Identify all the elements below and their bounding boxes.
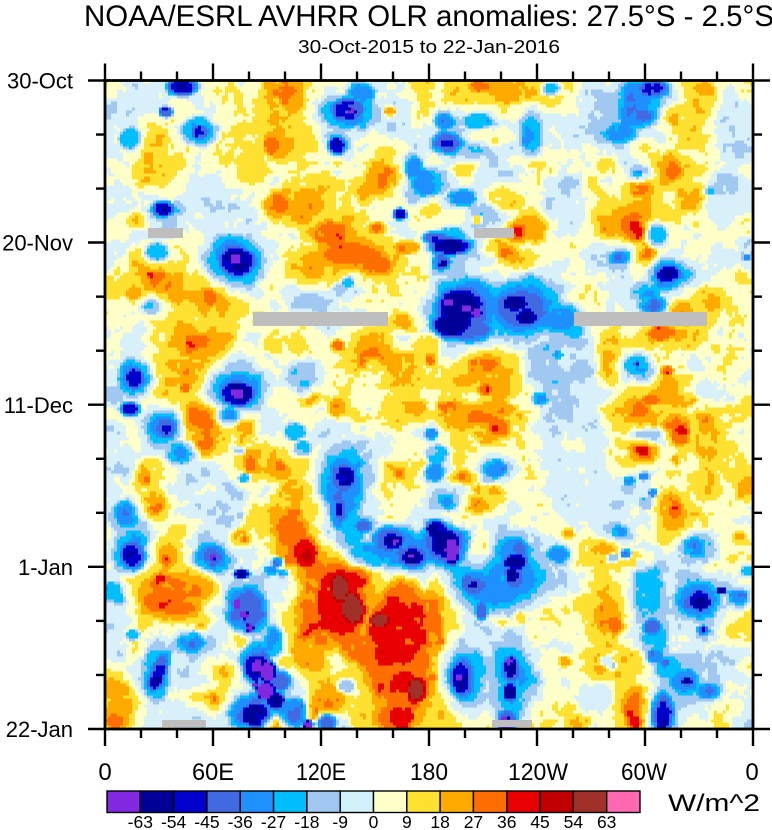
svg-text:180: 180 [410,759,448,786]
svg-text:120W: 120W [508,759,568,786]
svg-text:-63: -63 [128,812,153,830]
svg-text:9: 9 [402,812,412,830]
svg-text:-54: -54 [161,812,187,830]
svg-text:60W: 60W [621,759,667,786]
svg-text:0: 0 [369,812,379,830]
svg-text:30-Oct-2015 to 22-Jan-2016: 30-Oct-2015 to 22-Jan-2016 [298,36,560,57]
svg-text:120E: 120E [296,759,346,786]
svg-text:60E: 60E [192,759,234,786]
svg-text:36: 36 [497,812,516,830]
svg-text:-9: -9 [332,812,348,830]
svg-text:0: 0 [98,759,111,786]
svg-text:63: 63 [597,812,616,830]
svg-text:-45: -45 [194,812,219,830]
svg-text:0: 0 [745,759,758,786]
svg-text:22-Jan: 22-Jan [6,717,73,742]
svg-text:27: 27 [464,812,483,830]
svg-text:54: 54 [564,812,584,830]
svg-text:18: 18 [430,812,449,830]
svg-text:11-Dec: 11-Dec [4,393,73,418]
svg-text:-27: -27 [261,812,286,830]
svg-text:45: 45 [530,812,549,830]
svg-text:20-Nov: 20-Nov [2,231,73,256]
svg-text:1-Jan: 1-Jan [18,555,73,580]
svg-text:30-Oct: 30-Oct [7,69,73,94]
svg-text:-36: -36 [228,812,253,830]
svg-text:NOAA/ESRL AVHRR OLR anomalies:: NOAA/ESRL AVHRR OLR anomalies: 27.5°S - … [84,0,772,33]
svg-text:W/m^2: W/m^2 [668,790,760,817]
svg-text:-18: -18 [294,812,319,830]
